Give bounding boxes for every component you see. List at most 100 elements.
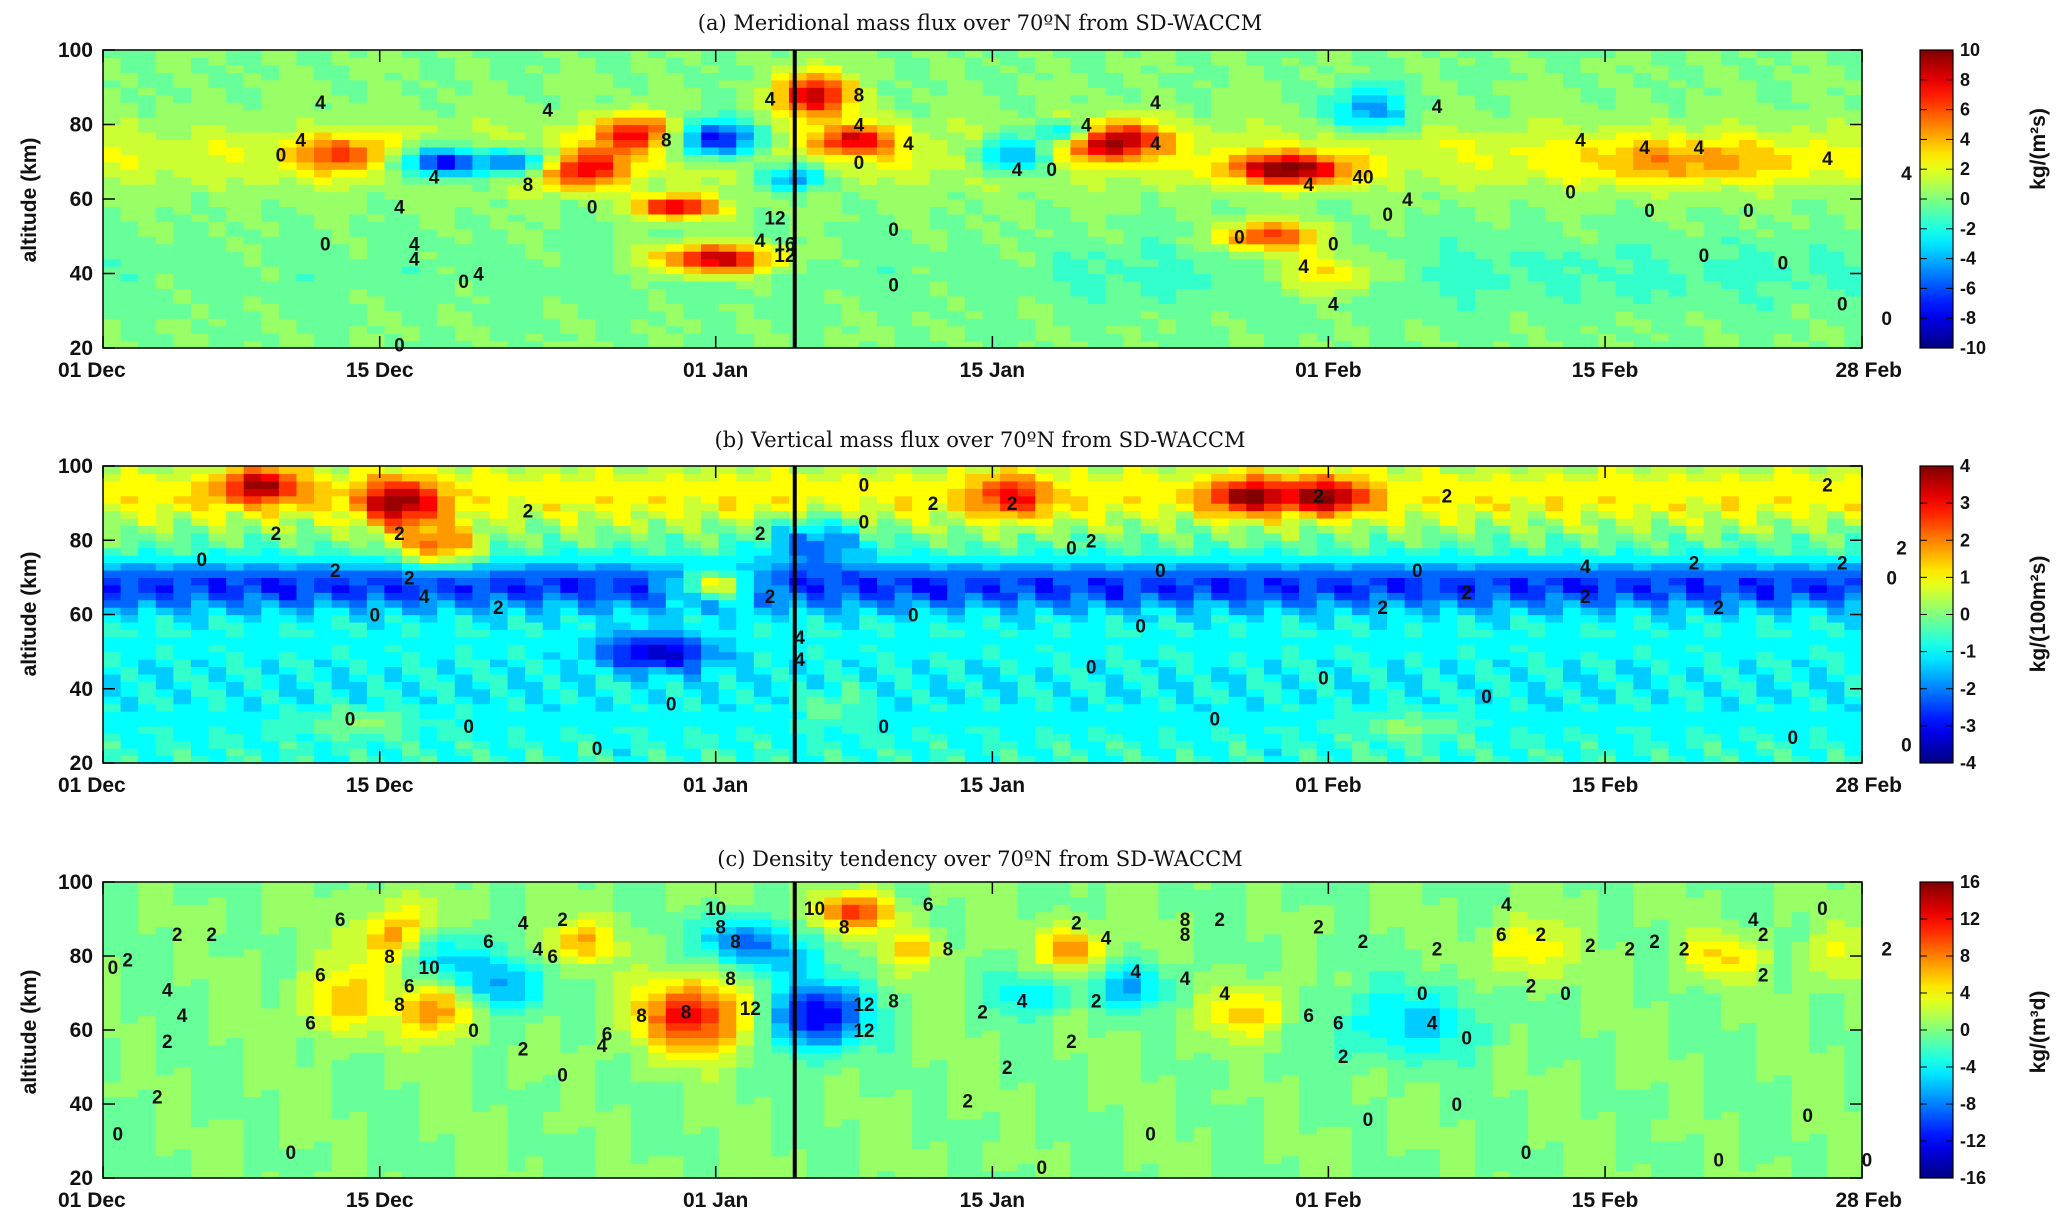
field-cell <box>1844 280 1863 289</box>
field-cell <box>384 228 403 237</box>
field-cell <box>331 191 350 200</box>
field-cell <box>1246 243 1265 252</box>
field-cell <box>454 473 473 482</box>
field-cell <box>1088 295 1107 304</box>
field-cell <box>138 57 157 66</box>
field-cell <box>1387 50 1406 59</box>
field-cell <box>261 288 280 297</box>
contour-label: 16 <box>774 235 795 256</box>
field-cell <box>595 266 614 275</box>
field-cell <box>1756 325 1775 334</box>
field-cell <box>103 547 122 556</box>
field-cell <box>1844 295 1863 304</box>
field-cell <box>1000 228 1019 237</box>
field-cell <box>1510 325 1529 334</box>
field-cell <box>982 340 1001 349</box>
field-cell <box>665 94 685 103</box>
field-cell <box>1316 191 1335 200</box>
field-cell <box>1281 169 1300 178</box>
field-cell <box>208 258 227 267</box>
field-cell <box>349 651 368 660</box>
field-cell <box>1140 50 1159 59</box>
field-cell <box>331 480 350 489</box>
field-cell <box>1017 94 1036 103</box>
field-cell <box>314 184 333 193</box>
field-cell <box>155 228 174 237</box>
field-cell <box>1721 79 1740 88</box>
field-cell <box>419 584 438 593</box>
field-cell <box>1422 146 1441 155</box>
field-cell <box>384 236 403 245</box>
field-cell <box>472 124 491 133</box>
field-cell <box>1774 213 1793 222</box>
field-cell <box>542 184 561 193</box>
field-cell <box>454 273 473 282</box>
field-cell <box>366 466 386 475</box>
field-cell <box>1263 139 1283 148</box>
field-cell <box>859 184 878 193</box>
field-cell <box>1545 228 1564 237</box>
field-cell <box>402 755 421 764</box>
field-cell <box>630 206 649 215</box>
field-cell <box>1334 109 1353 118</box>
field-cell <box>736 258 755 267</box>
contour-label: 4 <box>1303 175 1314 196</box>
field-cell <box>261 562 280 571</box>
field-cell <box>226 124 245 133</box>
field-cell <box>718 221 737 230</box>
field-cell <box>964 161 984 170</box>
field-cell <box>173 599 192 608</box>
field-cell <box>630 288 649 297</box>
field-cell <box>753 295 773 304</box>
field-cell <box>1580 87 1599 96</box>
field-cell <box>1844 102 1863 111</box>
field-cell <box>402 599 421 608</box>
field-cell <box>1475 236 1494 245</box>
field-cell <box>789 169 808 178</box>
field-cell <box>876 94 896 103</box>
field-cell <box>1650 72 1670 81</box>
field-cell <box>103 176 122 185</box>
field-cell <box>1510 206 1529 215</box>
contour-label: 8 <box>854 86 865 107</box>
field-cell <box>226 139 245 148</box>
field-cell <box>437 584 456 593</box>
field-cell <box>1193 303 1212 312</box>
field-cell <box>243 592 262 601</box>
field-cell <box>314 607 333 616</box>
field-cell <box>1017 72 1036 81</box>
field-cell <box>929 251 948 260</box>
field-cell <box>701 79 720 88</box>
field-cell <box>331 748 350 757</box>
field-cell <box>982 206 1001 215</box>
field-cell <box>560 50 579 59</box>
field-cell <box>120 236 139 245</box>
field-cell <box>1123 57 1142 66</box>
field-cell <box>1052 340 1072 349</box>
field-cell <box>314 466 333 475</box>
field-cell <box>384 651 403 660</box>
field-cell <box>489 318 509 327</box>
field-cell <box>243 50 262 59</box>
field-cell <box>173 228 192 237</box>
field-cell <box>841 325 860 334</box>
field-cell <box>173 488 192 497</box>
field-cell <box>261 488 280 497</box>
field-cell <box>173 303 192 312</box>
field-cell <box>314 109 333 118</box>
field-cell <box>1721 295 1740 304</box>
field-cell <box>1527 102 1546 111</box>
field-cell <box>472 131 491 140</box>
field-cell <box>243 532 262 541</box>
field-cell <box>1492 266 1511 275</box>
field-cell <box>454 636 473 645</box>
field-cell <box>1422 139 1441 148</box>
field-cell <box>1211 273 1230 282</box>
field-cell <box>472 740 491 749</box>
field-cell <box>1721 310 1740 319</box>
field-cell <box>226 325 245 334</box>
field-cell <box>1123 199 1142 208</box>
field-cell <box>454 525 473 534</box>
field-cell <box>1387 236 1406 245</box>
field-cell <box>1158 273 1177 282</box>
